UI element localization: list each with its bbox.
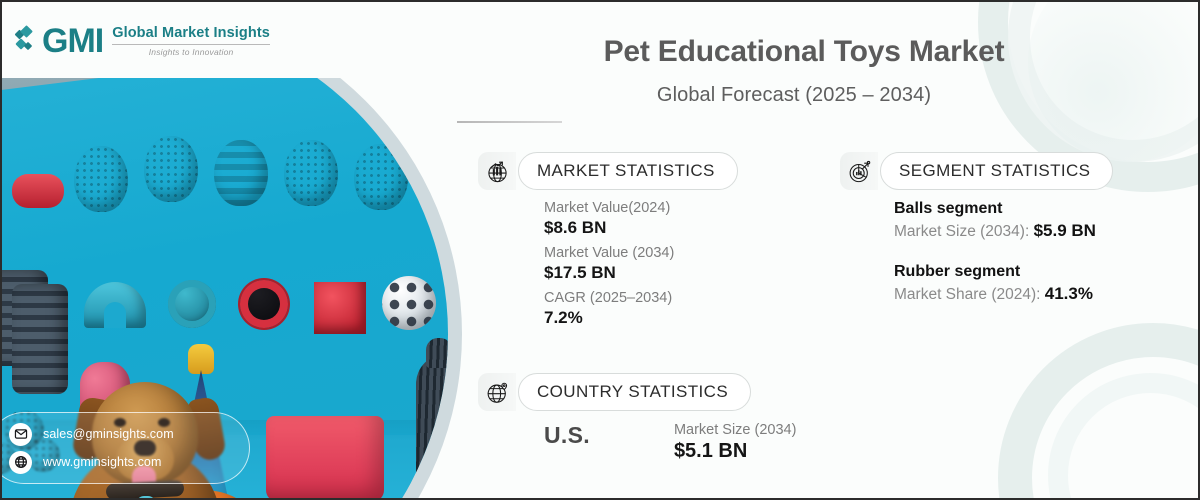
section-header-segment-statistics: SEGMENT STATISTICS — [840, 152, 1114, 190]
country-metric: Market Size (2034) $5.1 BN — [674, 422, 797, 463]
toy-disc-red — [314, 282, 366, 334]
globe-icon — [9, 450, 32, 474]
toy-cup-red — [240, 280, 288, 328]
stat-label: CAGR (2025–2034) — [544, 290, 673, 306]
toy-spiky-dog-figure — [416, 338, 448, 498]
toy-textured-egg-dark — [354, 144, 408, 210]
toy-ridged-egg-blue — [214, 140, 268, 206]
segment-metric-label: Market Share (2024): — [894, 286, 1045, 303]
product-photo-panel: sales@gminsights.com www.gminsights.com — [2, 78, 472, 498]
segment-spacer — [894, 241, 1096, 263]
section-header-market-statistics: MARKET STATISTICS — [478, 152, 738, 190]
stat-item: Market Value(2024) $8.6 BN — [544, 200, 674, 238]
toy-tyre-stack-right — [12, 284, 68, 394]
section-header-country-statistics: COUNTRY STATISTICS — [478, 373, 752, 411]
section-label-market-statistics: MARKET STATISTICS — [518, 152, 738, 190]
globe-pin-icon — [478, 373, 516, 411]
title-divider — [457, 121, 562, 123]
content-area: Pet Educational Toys Market Global Forec… — [454, 2, 1198, 498]
segment-metric-label: Market Size (2034): — [894, 223, 1034, 240]
logo-company-name: Global Market Insights — [112, 24, 270, 41]
segment-name: Rubber segment — [894, 263, 1021, 280]
globe-bar-chart-icon — [478, 152, 516, 190]
country-name: U.S. — [544, 422, 590, 448]
segment-metric-row: Market Share (2024): 41.3% — [894, 284, 1096, 304]
country-statistics-block: U.S. Market Size (2034) $5.1 BN — [544, 422, 796, 463]
brand-logo[interactable]: GMI Global Market Insights Insights to I… — [14, 22, 270, 60]
section-label-segment-statistics: SEGMENT STATISTICS — [880, 152, 1114, 190]
logo-abbreviation: GMI — [42, 22, 104, 60]
segment-metric-value: $5.9 BN — [1033, 221, 1096, 240]
page-title: Pet Educational Toys Market — [603, 35, 1005, 68]
contact-website-text: www.gminsights.com — [43, 455, 162, 469]
envelope-icon — [9, 422, 32, 446]
toy-red-box — [266, 416, 384, 498]
toy-textured-egg-yellow — [144, 136, 198, 202]
toy-cup-teal — [168, 280, 216, 328]
toy-grid-egg-lightblue — [284, 140, 338, 206]
pie-chart-target-icon — [840, 152, 878, 190]
segment-item: Balls segment Market Size (2034): $5.9 B… — [894, 200, 1096, 241]
stat-item: CAGR (2025–2034) 7.2% — [544, 290, 674, 328]
segment-name: Balls segment — [894, 200, 1003, 217]
market-statistics-list: Market Value(2024) $8.6 BN Market Value … — [544, 200, 674, 335]
country-metric-value: $5.1 BN — [673, 440, 748, 462]
stat-label: Market Value (2034) — [544, 245, 675, 261]
stat-value: $17.5 BN — [544, 263, 616, 282]
toy-arch-teal — [84, 282, 146, 328]
toy-textured-egg-red — [74, 146, 128, 212]
contact-email-text: sales@gminsights.com — [43, 427, 174, 441]
contact-row-website[interactable]: www.gminsights.com — [9, 450, 249, 474]
scene-wall-band — [2, 78, 448, 115]
segment-metric-row: Market Size (2034): $5.9 BN — [894, 221, 1096, 241]
page-subtitle: Global Forecast (2025 – 2034) — [656, 84, 932, 106]
segment-item: Rubber segment Market Share (2024): 41.3… — [894, 263, 1096, 304]
country-metric-label: Market Size (2034) — [673, 422, 797, 438]
stat-value: 7.2% — [544, 308, 583, 327]
logo-wordmark: Global Market Insights Insights to Innov… — [112, 24, 270, 58]
dog-collar-tag — [136, 496, 156, 498]
contact-row-email[interactable]: sales@gminsights.com — [9, 422, 249, 446]
stat-label: Market Value(2024) — [544, 200, 671, 216]
toy-red-block — [12, 174, 64, 208]
gmi-diamond-mark-icon — [14, 25, 33, 55]
segment-statistics-list: Balls segment Market Size (2034): $5.9 B… — [894, 200, 1096, 304]
logo-divider — [112, 44, 270, 46]
toy-cone-cap — [188, 344, 214, 374]
stat-item: Market Value (2034) $17.5 BN — [544, 245, 674, 283]
contact-info-pill: sales@gminsights.com www.gminsights.com — [2, 412, 250, 484]
logo-tagline: Insights to Innovation — [148, 47, 234, 58]
stat-value: $8.6 BN — [544, 218, 607, 237]
section-label-country-statistics: COUNTRY STATISTICS — [518, 373, 752, 411]
toy-soccer-ball — [382, 276, 436, 330]
segment-metric-value: 41.3% — [1044, 284, 1093, 303]
